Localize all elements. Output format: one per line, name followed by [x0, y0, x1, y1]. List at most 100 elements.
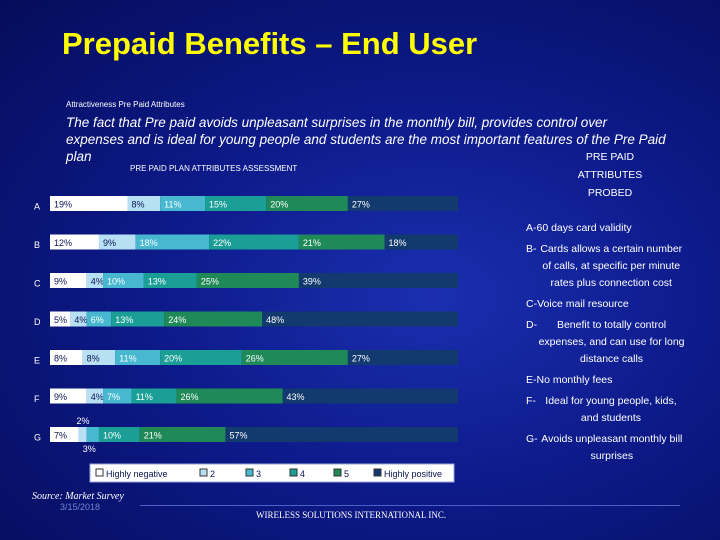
legend-swatch	[373, 468, 382, 477]
bar-segment	[50, 273, 87, 288]
data-label: 57%	[229, 431, 247, 441]
legend-label: 2	[210, 469, 215, 479]
bar-segment	[82, 350, 116, 365]
data-label: 9%	[54, 392, 67, 402]
attribute-code: B-	[526, 243, 537, 255]
attribute-text: Avoids unpleasant monthly bill surprises	[541, 433, 683, 462]
bar-segment	[98, 427, 140, 442]
bar-segment	[225, 427, 458, 442]
date-stamp: 3/15/2018	[60, 502, 101, 512]
data-label: 2%	[77, 416, 90, 426]
data-label: 8%	[87, 354, 100, 364]
data-label: 18%	[389, 238, 407, 248]
attribute-code: C-	[526, 298, 538, 310]
data-label: 4%	[91, 277, 104, 287]
section-subtitle: Attractiveness Pre Paid Attributes	[66, 100, 185, 109]
legend-label: 3	[256, 469, 261, 479]
bar-segment	[86, 388, 104, 404]
bar-segment	[115, 350, 161, 365]
attributes-list: A- 60 days card validity B- Cards allows…	[526, 220, 686, 469]
attribute-code: F-	[526, 395, 536, 407]
bar-segment	[86, 273, 104, 288]
attribute-item-b: B- Cards allows a certain number of call…	[526, 241, 686, 292]
data-label: 11%	[164, 200, 181, 210]
data-label: 10%	[107, 277, 125, 287]
bar-segment	[50, 311, 71, 327]
data-label: 9%	[103, 238, 116, 248]
attribute-code: E-	[526, 374, 537, 386]
bar-segment	[50, 234, 99, 250]
data-label: 26%	[180, 392, 198, 402]
attribute-item-c: C- Voice mail resource	[526, 296, 686, 313]
bar-segment	[160, 196, 206, 211]
attribute-code: D-	[526, 319, 538, 331]
bar-segment	[135, 234, 210, 250]
bar-segment	[111, 311, 165, 327]
bar-segment	[205, 196, 267, 211]
data-label: 8%	[54, 354, 67, 364]
data-label: 20%	[164, 354, 182, 364]
bar-segment	[298, 234, 385, 250]
bar-segment	[50, 427, 79, 442]
legend-swatch	[95, 468, 104, 477]
legend-swatch	[289, 468, 298, 477]
bar-segment	[209, 234, 299, 250]
bar-segment	[384, 234, 458, 250]
legend-label: Highly negative	[106, 469, 168, 479]
data-label: 20%	[270, 200, 288, 210]
data-label: 27%	[352, 354, 370, 364]
source-note: Source: Market Survey	[32, 491, 124, 502]
bar-segment	[282, 388, 458, 404]
page-title: Prepaid Benefits – End User	[62, 26, 478, 61]
bar-segment	[127, 196, 161, 211]
data-label: 11%	[119, 354, 136, 364]
bar-segment	[266, 196, 348, 211]
data-label: 11%	[136, 392, 153, 402]
legend-box	[89, 463, 455, 483]
data-label: 7%	[54, 431, 67, 441]
attribute-code: G-	[526, 433, 538, 445]
data-label: 22%	[213, 238, 231, 248]
bar-segment	[176, 388, 283, 404]
row-label-a: A	[34, 202, 40, 212]
bar-segment	[98, 234, 136, 250]
legend-swatch	[245, 468, 254, 477]
data-label: 15%	[209, 200, 227, 210]
chart-title: PRE PAID PLAN ATTRIBUTES ASSESSMENT	[130, 164, 298, 173]
attribute-code: A-	[526, 222, 537, 234]
data-label: 21%	[144, 431, 162, 441]
attributes-heading-line: PRE PAID	[585, 151, 635, 163]
bar-segment	[241, 350, 348, 365]
attribute-item-d: D- Benefit to totally control expenses, …	[526, 317, 686, 368]
data-label: 19%	[54, 200, 72, 210]
bar-segment	[298, 273, 458, 288]
bar-segment	[139, 427, 226, 442]
bar-segment	[50, 388, 87, 404]
row-label-d: D	[34, 317, 41, 327]
bar-segment	[347, 196, 458, 211]
attributes-heading-line: PROBED	[587, 187, 633, 199]
row-label-e: E	[34, 356, 40, 366]
data-label: 39%	[303, 277, 321, 287]
bar-segment	[262, 311, 458, 327]
bar-segment	[78, 427, 87, 442]
data-label: 21%	[303, 238, 321, 248]
company-footer: WIRELESS SOLUTIONS INTERNATIONAL INC.	[256, 510, 447, 520]
bar-segment	[50, 196, 128, 211]
row-label-g: G	[34, 433, 41, 443]
bar-segment	[103, 273, 144, 288]
attribute-item-e: E- No monthly fees	[526, 372, 686, 389]
legend-label: Highly positive	[384, 469, 442, 479]
attribute-text: Ideal for young people, kids, and studen…	[545, 395, 677, 424]
data-label: 43%	[287, 392, 305, 402]
data-label: 48%	[266, 315, 284, 325]
data-label: 18%	[140, 238, 158, 248]
data-label: 8%	[132, 200, 145, 210]
row-label-f: F	[34, 394, 40, 404]
stacked-bar-chart: A 19% 8% 11% 15% 20% 27%B 12% 9% 18% 22% 21% 18%C 9% 4…	[34, 196, 458, 483]
legend-swatch	[199, 468, 208, 477]
row-label-c: C	[34, 279, 41, 289]
attribute-text: Voice mail resource	[537, 298, 629, 310]
data-label: 6%	[91, 315, 104, 325]
attribute-item-g: G- Avoids unpleasant monthly bill surpri…	[526, 431, 686, 465]
